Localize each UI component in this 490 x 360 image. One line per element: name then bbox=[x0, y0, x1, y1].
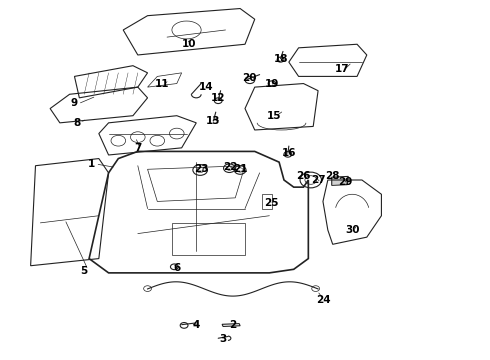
Text: 3: 3 bbox=[220, 334, 227, 344]
Text: 24: 24 bbox=[316, 295, 330, 305]
Text: 6: 6 bbox=[173, 262, 180, 273]
Text: 5: 5 bbox=[80, 266, 88, 276]
Text: 11: 11 bbox=[155, 78, 170, 89]
Text: 2: 2 bbox=[229, 320, 237, 330]
Text: 12: 12 bbox=[211, 93, 225, 103]
Text: 17: 17 bbox=[335, 64, 350, 74]
Text: 21: 21 bbox=[233, 164, 247, 174]
Text: 28: 28 bbox=[325, 171, 340, 181]
Text: 16: 16 bbox=[282, 148, 296, 158]
Text: 27: 27 bbox=[311, 175, 325, 185]
Text: 18: 18 bbox=[274, 54, 289, 64]
Text: 20: 20 bbox=[243, 73, 257, 83]
Text: 9: 9 bbox=[71, 98, 78, 108]
Text: 10: 10 bbox=[182, 39, 196, 49]
Text: 13: 13 bbox=[206, 116, 220, 126]
Text: 19: 19 bbox=[265, 78, 279, 89]
Text: 8: 8 bbox=[74, 118, 80, 128]
Text: 30: 30 bbox=[345, 225, 360, 235]
Text: 29: 29 bbox=[338, 177, 352, 187]
Text: 4: 4 bbox=[193, 320, 200, 330]
Text: 26: 26 bbox=[296, 171, 311, 181]
Text: 1: 1 bbox=[88, 159, 95, 169]
Text: 7: 7 bbox=[134, 143, 142, 153]
Text: 15: 15 bbox=[267, 111, 281, 121]
Text: 22: 22 bbox=[223, 162, 238, 172]
Text: 25: 25 bbox=[265, 198, 279, 208]
Text: 14: 14 bbox=[199, 82, 213, 92]
Text: 23: 23 bbox=[194, 164, 208, 174]
